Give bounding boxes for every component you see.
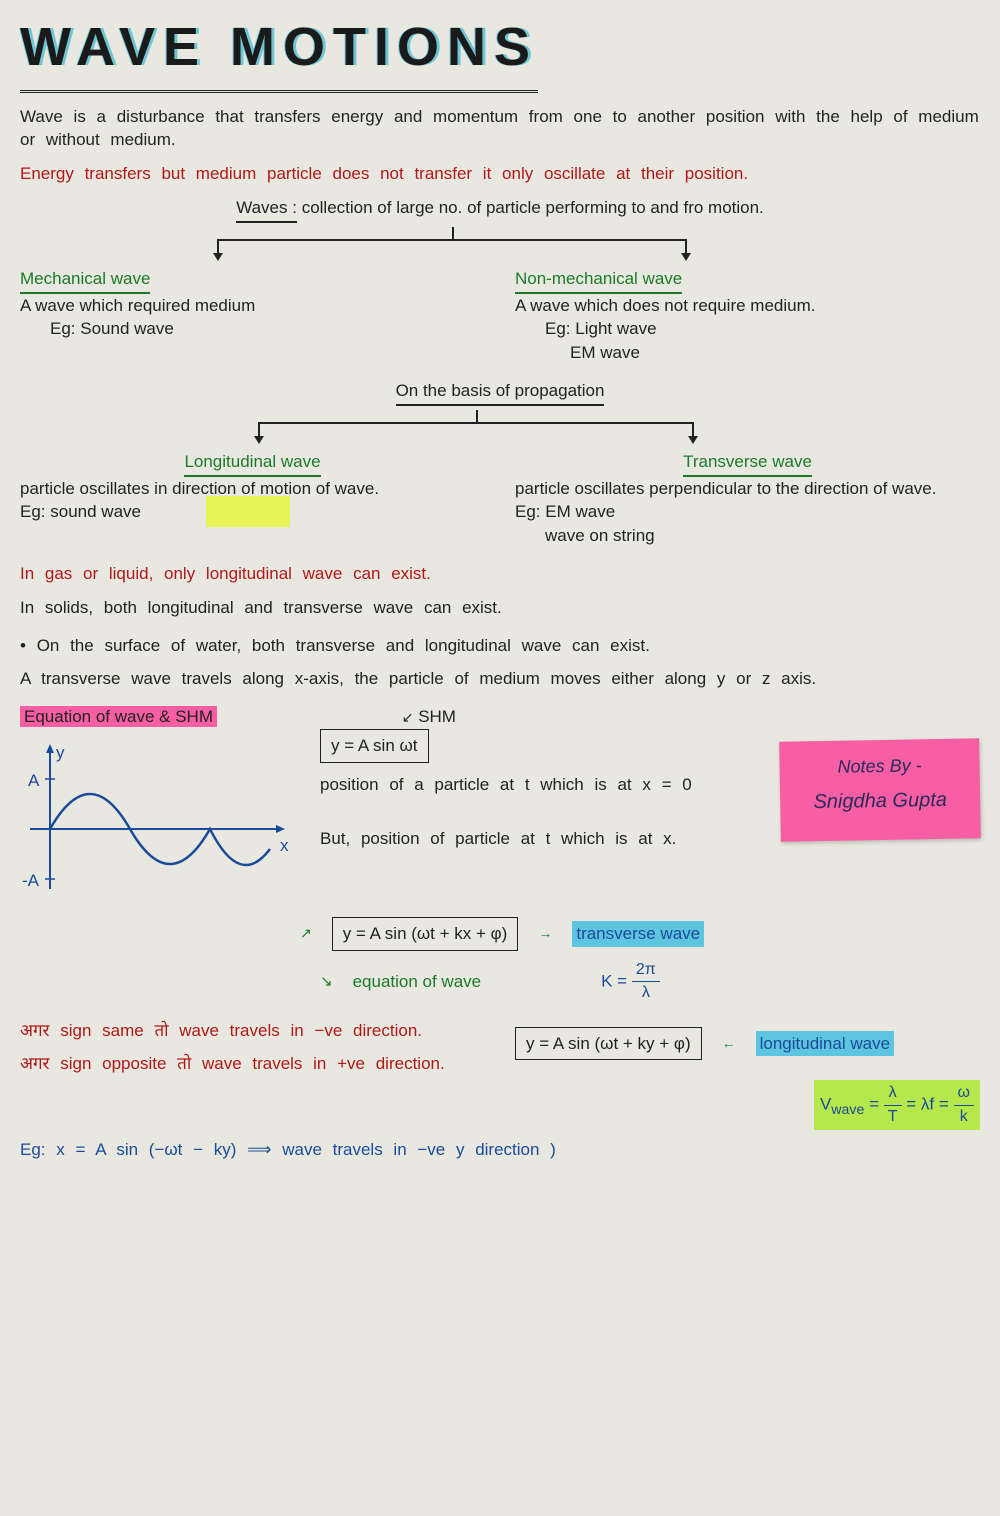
longi-eg: sound wave (50, 502, 141, 521)
k-equation: K = 2πλ (601, 959, 660, 1005)
page-title: WAVE MOTIONS (20, 10, 538, 93)
longi-title: Longitudinal wave (184, 450, 320, 477)
waves-tree: Waves : collection of large no. of parti… (20, 196, 980, 365)
y-axis-label: y (56, 741, 65, 765)
longitudinal-label: longitudinal wave (756, 1031, 894, 1057)
x-axis-label: x (280, 834, 289, 858)
nonmech-title: Non-mechanical wave (515, 267, 682, 294)
axis-note: A transverse wave travels along x-axis, … (20, 667, 980, 691)
sine-graph: y x A -A (20, 739, 300, 899)
vwave-equation: Vwave = λT = λf = ωk (814, 1080, 980, 1130)
highlight-blank (206, 496, 291, 527)
arrow-icon (217, 239, 219, 259)
transverse-equation: y = A sin (ωt + kx + φ) (332, 917, 519, 951)
sign-opp-note: अगर sign opposite तो wave travels in +ve… (20, 1052, 485, 1076)
waves-def: collection of large no. of particle perf… (302, 198, 764, 217)
energy-note: Energy transfers but medium particle doe… (20, 162, 980, 186)
eg-label: Eg: (20, 502, 46, 521)
arrow-icon: ↘ (320, 971, 333, 992)
arrow-icon: → (538, 924, 552, 944)
longitudinal-col: Longitudinal wave particle oscillates in… (20, 450, 485, 548)
eg-label: Eg: (515, 502, 541, 521)
nonmechanical-wave-col: Non-mechanical wave A wave which does no… (515, 267, 980, 365)
water-note: • On the surface of water, both transver… (20, 634, 980, 658)
shm-label: SHM (418, 707, 456, 726)
propagation-tree: On the basis of propagation Longitudinal… (20, 379, 980, 548)
sticky-note: Notes By - Snigdha Gupta (779, 738, 981, 841)
trans-eg1: EM wave (545, 502, 615, 521)
neg-a-label: -A (22, 869, 39, 893)
eg-label: Eg: (50, 319, 76, 338)
mech-eg: Sound wave (80, 319, 174, 338)
section-title: Equation of wave & SHM (20, 706, 217, 727)
nonmech-eg2: EM wave (570, 341, 980, 365)
mechanical-wave-col: Mechanical wave A wave which required me… (20, 267, 485, 365)
transverse-col: Transverse wave particle oscillates perp… (515, 450, 980, 548)
sticky-line2: Snigdha Gupta (790, 786, 970, 817)
sticky-line1: Notes By - (789, 752, 969, 780)
intro-text: Wave is a disturbance that transfers ene… (20, 105, 980, 153)
arrow-icon: ↙ (402, 709, 414, 725)
eq-of-wave-label: equation of wave (353, 970, 482, 994)
trans-desc: particle oscillates perpendicular to the… (515, 477, 980, 501)
final-example: Eg: x = A sin (−ωt − ky) ⟹ wave travels … (20, 1138, 980, 1162)
arrow-icon (685, 239, 687, 259)
solid-note: In solids, both longitudinal and transve… (20, 596, 980, 620)
propagation-title: On the basis of propagation (396, 379, 605, 406)
nonmech-desc: A wave which does not require medium. (515, 294, 980, 318)
transverse-label: transverse wave (572, 921, 704, 947)
trans-title: Transverse wave (683, 450, 812, 477)
longitudinal-equation: y = A sin (ωt + ky + φ) (515, 1027, 702, 1061)
arrow-icon: ↗ (300, 924, 312, 944)
waves-label: Waves : (236, 196, 297, 223)
shm-equation: y = A sin ωt (320, 729, 429, 763)
sign-same-note: अगर sign same तो wave travels in −ve dir… (20, 1019, 485, 1043)
mech-title: Mechanical wave (20, 267, 150, 294)
eg-label: Eg: (545, 319, 571, 338)
nonmech-eg1: Light wave (575, 319, 656, 338)
arrow-icon: ← (722, 1034, 736, 1054)
a-label: A (28, 769, 39, 793)
arrow-icon (258, 422, 260, 442)
trans-eg2: wave on string (545, 524, 980, 548)
gas-note: In gas or liquid, only longitudinal wave… (20, 562, 980, 586)
arrow-icon (692, 422, 694, 442)
mech-desc: A wave which required medium (20, 294, 485, 318)
